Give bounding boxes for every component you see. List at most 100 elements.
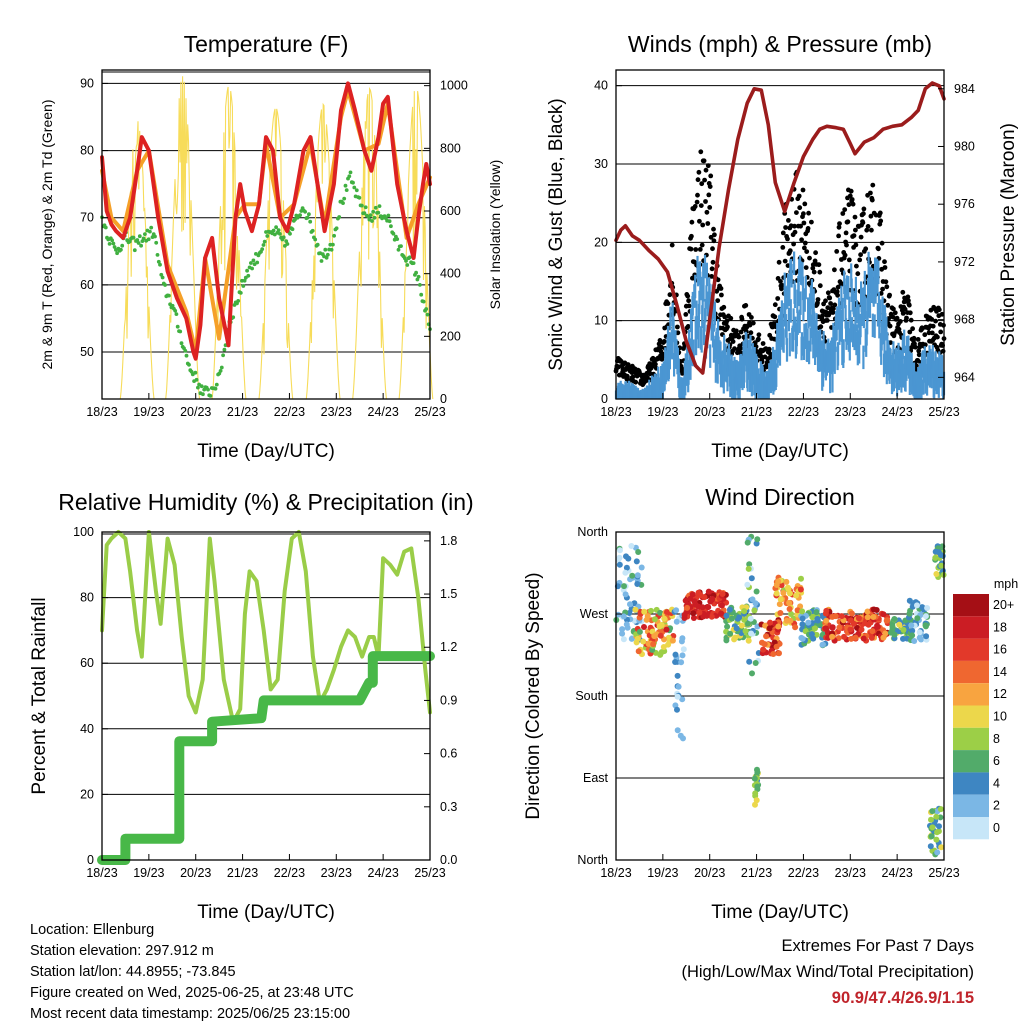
gust-point [732,346,737,352]
gust-point [805,226,811,231]
direction-point [814,615,821,622]
gust-point [705,221,711,226]
gust-point [888,340,893,345]
gust-point [707,205,713,210]
gust-point [719,292,724,298]
td-point [156,259,161,264]
gust-point [778,279,783,284]
td-point [341,201,345,206]
direction-point [747,615,754,622]
gust-point [712,232,717,238]
td-point [236,299,241,303]
td-point [396,247,401,252]
legend-label: 4 [993,776,1000,790]
direction-point [900,626,907,633]
gust-point [846,202,852,208]
y-tick-label: 70 [80,211,94,225]
td-point [245,268,250,273]
direction-point [617,547,623,554]
y-tick-label: 80 [80,591,94,605]
gust-point [724,318,730,324]
gust-point [908,317,914,323]
direction-point [933,571,940,577]
td-point [303,209,307,214]
direction-point [634,581,641,587]
direction-point [927,843,934,850]
td-point [307,212,311,217]
td-point [372,215,377,220]
gust-point [696,169,702,175]
td-point [315,242,320,247]
gust-point [694,199,700,205]
td-point [111,241,116,246]
gust-point [843,230,849,236]
td-point [153,234,157,239]
legend-label: 0 [993,821,1000,835]
td-point [201,392,205,397]
direction-point [724,623,731,630]
direction-point [934,849,941,856]
td-point [119,247,123,252]
x-tick-label: 23/23 [835,405,866,419]
gust-point [852,214,858,220]
direction-point [727,630,734,637]
solar-day-4 [258,108,294,400]
direction-point [914,615,921,622]
direction-point [640,638,647,645]
direction-point [687,595,694,602]
gust-point [785,263,791,268]
gust-point [939,311,945,317]
direction-point [753,588,760,595]
direction-point [622,591,629,598]
x-tick-label: 23/23 [321,405,352,419]
y-tick-label: 0 [601,392,608,406]
y2-tick-label: 980 [954,139,975,153]
td-point [261,243,266,247]
td-point [120,243,125,248]
gust-point [792,223,797,229]
direction-point [785,586,792,593]
direction-point [742,628,749,635]
x-tick-label: 18/23 [86,866,117,880]
series-2m-td [100,170,432,398]
x-tick-label: 23/23 [321,866,352,880]
td-point [115,251,119,256]
y2-tick-label: 1.5 [440,587,457,601]
direction-point [641,624,647,630]
y-tick-label: South [575,689,608,703]
direction-point [909,632,916,639]
td-point [175,324,180,329]
chart-title: Temperature (F) [184,31,349,57]
series-station-pressure [614,81,946,375]
gust-point [633,379,639,385]
gust-point [799,237,804,243]
td-point [421,299,426,304]
td-point [222,347,227,352]
gust-point [689,219,695,225]
td-point [329,247,334,252]
gust-point [832,267,837,273]
gust-point [707,184,713,190]
direction-point [732,634,739,641]
gust-point [802,201,808,207]
gust-point [710,246,715,252]
direction-point [682,597,689,604]
direction-point [681,611,688,618]
direction-point [670,633,677,639]
gust-point [685,293,691,299]
gust-point [840,211,846,216]
y-tick-label: North [577,525,608,539]
td-point [158,262,162,267]
direction-point [663,626,670,633]
x-tick-label: 22/23 [788,405,819,419]
gust-point [722,314,728,320]
gust-point [711,238,717,244]
gust-point [910,326,915,332]
direction-point [766,625,773,632]
gust-point [760,341,766,346]
legend-swatch [953,705,989,728]
direction-point [799,615,806,622]
direction-point [935,828,942,835]
x-tick-label: 23/23 [835,866,866,880]
